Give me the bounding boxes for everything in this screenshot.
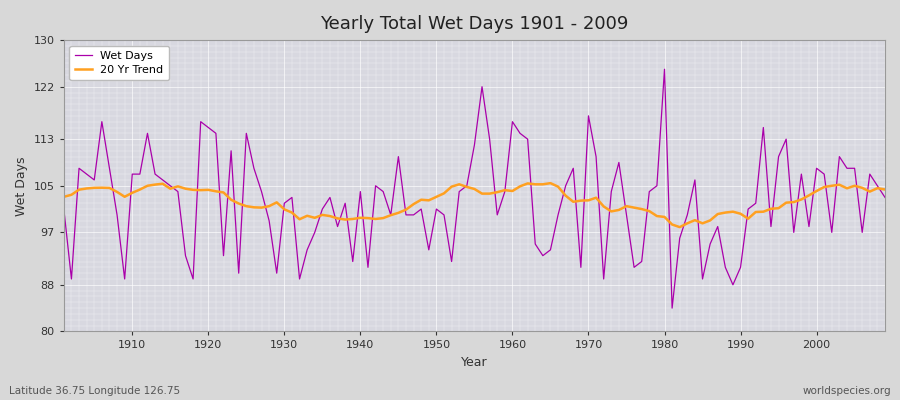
Text: worldspecies.org: worldspecies.org [803, 386, 891, 396]
20 Yr Trend [332, 216, 343, 221]
Line: Wet Days: Wet Days [64, 69, 885, 308]
Wet Days [332, 224, 343, 229]
Legend: Wet Days, 20 Yr Trend: Wet Days, 20 Yr Trend [69, 46, 169, 80]
Wet Days [120, 276, 130, 281]
Y-axis label: Wet Days: Wet Days [15, 156, 28, 216]
20 Yr Trend [58, 194, 69, 199]
Wet Days [507, 119, 517, 124]
20 Yr Trend [879, 187, 890, 192]
20 Yr Trend [545, 181, 556, 186]
Line: 20 Yr Trend: 20 Yr Trend [64, 183, 885, 227]
20 Yr Trend [507, 189, 517, 194]
Wet Days [58, 207, 69, 212]
Text: Latitude 36.75 Longitude 126.75: Latitude 36.75 Longitude 126.75 [9, 386, 180, 396]
X-axis label: Year: Year [461, 356, 488, 369]
Wet Days [667, 306, 678, 310]
20 Yr Trend [674, 225, 685, 230]
Wet Days [286, 195, 297, 200]
Wet Days [659, 67, 670, 72]
20 Yr Trend [120, 194, 130, 199]
20 Yr Trend [500, 188, 510, 192]
Title: Yearly Total Wet Days 1901 - 2009: Yearly Total Wet Days 1901 - 2009 [320, 15, 628, 33]
20 Yr Trend [606, 209, 616, 214]
Wet Days [500, 189, 510, 194]
20 Yr Trend [286, 210, 297, 215]
Wet Days [879, 195, 890, 200]
Wet Days [598, 276, 609, 281]
